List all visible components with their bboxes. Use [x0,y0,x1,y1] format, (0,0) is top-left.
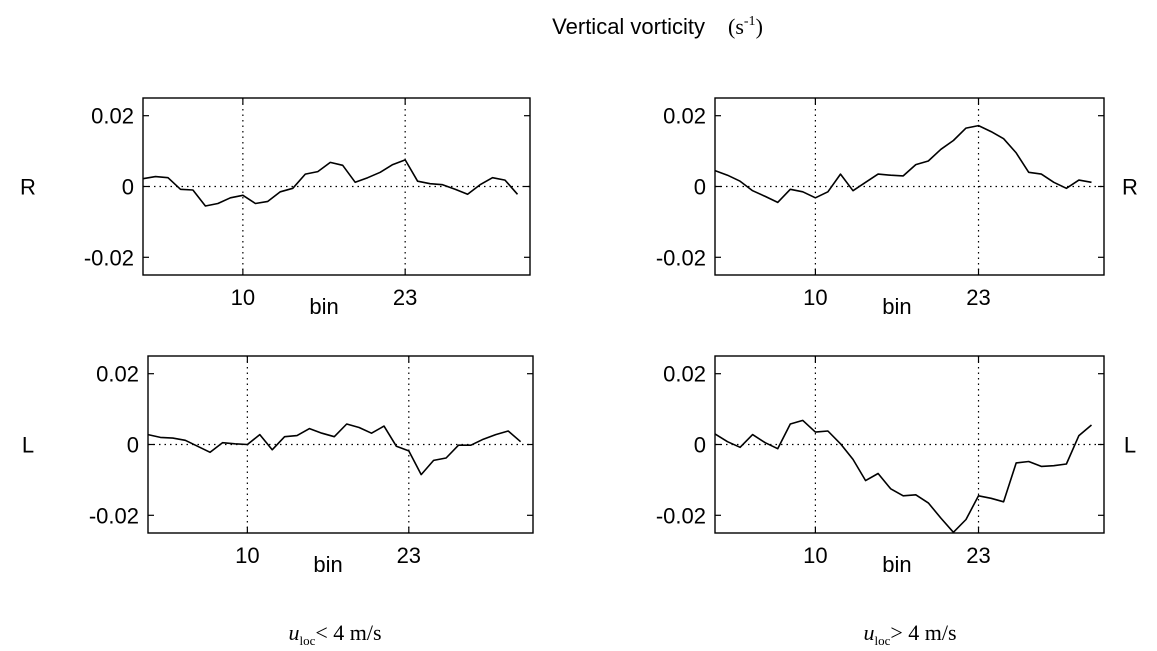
panel-top-left: 0.02 0 -0.02 10 23 bin R [20,97,531,319]
ytick-label: 0 [122,175,134,200]
ytick-label: 0 [694,175,706,200]
panel-bottom-right: 0.02 0 -0.02 10 23 bin L [656,355,1136,577]
caption-right-var: u [863,620,874,645]
figure-title-unit: (s-1) [728,14,763,39]
xtick-label: 23 [397,543,421,568]
series-line [714,124,1092,204]
ytick-label: 0 [694,433,706,458]
series-line [142,159,519,207]
row-label: R [1122,175,1138,200]
series-line [714,419,1093,534]
ytick-label: 0.02 [91,104,134,129]
ytick-label: 0.02 [663,104,706,129]
xtick-label: 10 [803,543,827,568]
x-axis-label: bin [882,294,911,319]
caption-right: uloc> 4 m/s [863,620,956,648]
ytick-label: 0.02 [663,362,706,387]
title-unit-close: ) [756,14,763,39]
ytick-label: -0.02 [656,245,706,270]
row-label: L [22,433,34,458]
caption-right-sub: loc [874,633,890,648]
caption-left-sub: loc [299,633,315,648]
x-axis-label: bin [882,552,911,577]
caption-left-rel: < 4 m/s [315,620,381,645]
ytick-label: -0.02 [84,245,134,270]
caption-right-rel: > 4 m/s [890,620,956,645]
ytick-label: -0.02 [89,503,139,528]
figure-title-text: Vertical vorticity [552,14,705,39]
panel-bottom-left: 0.02 0 -0.02 10 23 bin L [22,355,534,577]
title-unit-exp: -1 [744,14,756,29]
title-unit-base: (s [728,14,744,39]
row-label: L [1124,433,1136,458]
xtick-label: 10 [235,543,259,568]
ytick-label: 0 [127,433,139,458]
xtick-label: 10 [803,285,827,310]
xtick-label: 10 [231,285,255,310]
xtick-label: 23 [393,285,417,310]
caption-left: uloc< 4 m/s [288,620,381,648]
figure-title: Vertical vorticity [552,14,705,39]
series-line [147,423,522,476]
ytick-label: 0.02 [96,362,139,387]
xtick-label: 23 [966,285,990,310]
x-axis-label: bin [309,294,338,319]
caption-left-var: u [288,620,299,645]
ytick-label: -0.02 [656,503,706,528]
row-label: R [20,175,36,200]
panel-top-right: 0.02 0 -0.02 10 23 bin R [656,97,1138,319]
xtick-label: 23 [966,543,990,568]
x-axis-label: bin [313,552,342,577]
